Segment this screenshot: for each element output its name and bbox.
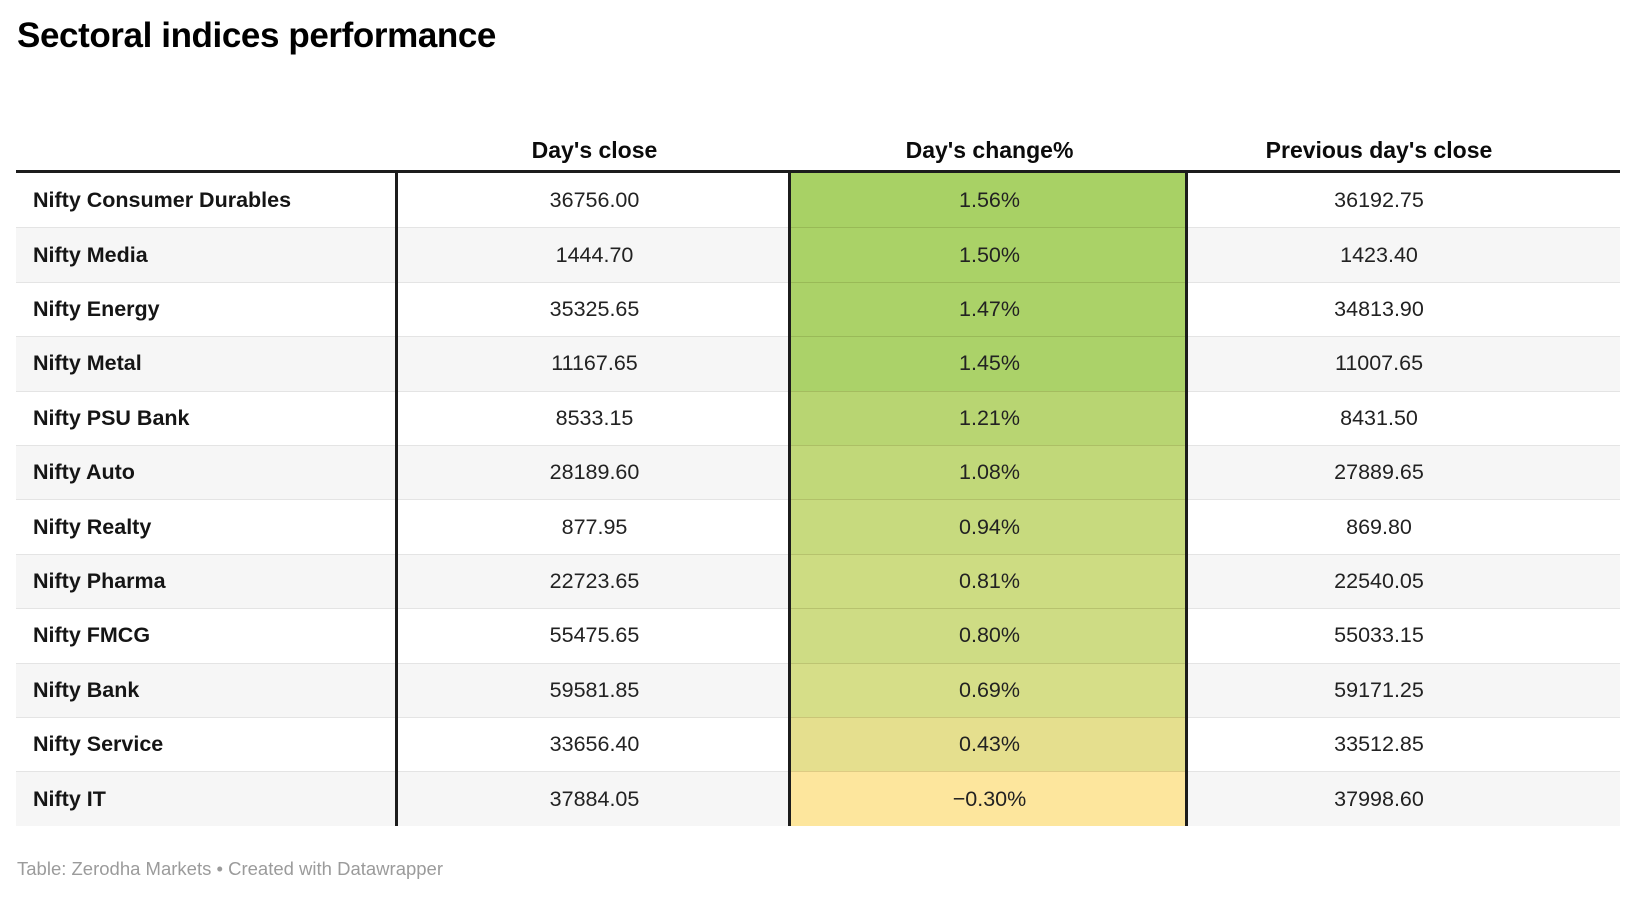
days-change-cell: 0.80% bbox=[791, 608, 1188, 663]
index-name-cell: Nifty FMCG bbox=[16, 608, 398, 662]
index-name-cell: Nifty Realty bbox=[16, 499, 398, 553]
days-close-cell: 55475.65 bbox=[398, 608, 791, 662]
days-close-cell: 877.95 bbox=[398, 499, 791, 553]
days-close-cell: 35325.65 bbox=[398, 281, 791, 336]
days-change-cell: 1.50% bbox=[791, 227, 1188, 282]
table-row: Nifty Metal 11167.65 1.45% 11007.65 bbox=[16, 336, 1620, 391]
table-row: Nifty Bank 59581.85 0.69% 59171.25 bbox=[16, 662, 1620, 718]
table-row: Nifty Service 33656.40 0.43% 33512.85 bbox=[16, 717, 1620, 772]
days-change-cell: 0.81% bbox=[791, 553, 1188, 609]
table-row: Nifty PSU Bank 8533.15 1.21% 8431.50 bbox=[16, 390, 1620, 446]
index-name-cell: Nifty Energy bbox=[16, 281, 398, 336]
index-name-cell: Nifty Service bbox=[16, 717, 398, 771]
index-name-cell: Nifty Consumer Durables bbox=[33, 187, 292, 212]
previous-days-close-cell: 55033.15 bbox=[1188, 608, 1620, 662]
column-divider-close-change bbox=[788, 170, 791, 826]
previous-days-close-cell: 8431.50 bbox=[1188, 390, 1620, 445]
previous-days-close-cell: 36192.75 bbox=[1334, 187, 1424, 212]
days-close-cell: 11167.65 bbox=[398, 336, 791, 391]
table-row: Nifty Energy 35325.65 1.47% 34813.90 bbox=[16, 281, 1620, 337]
column-divider-labels-close bbox=[395, 170, 398, 826]
days-change-cell: 1.56% bbox=[791, 173, 1188, 228]
table-row: Nifty IT 37884.05 −0.30% 37998.60 bbox=[16, 771, 1620, 826]
column-header-days-change: Day's change% bbox=[905, 137, 1074, 163]
table-row: Nifty Pharma 22723.65 0.81% 22540.05 bbox=[16, 553, 1620, 609]
index-name-cell: Nifty Metal bbox=[16, 336, 398, 391]
table-row: Nifty Media 1444.70 1.50% 1423.40 bbox=[16, 227, 1620, 282]
days-close-cell: 37884.05 bbox=[398, 771, 791, 826]
days-close-cell: 33656.40 bbox=[398, 717, 791, 771]
days-change-cell: 1.08% bbox=[791, 445, 1188, 500]
index-name-cell: Nifty Media bbox=[16, 227, 398, 282]
previous-days-close-cell: 869.80 bbox=[1188, 499, 1620, 553]
index-name-cell: Nifty IT bbox=[16, 771, 398, 826]
days-close-cell: 36756.00 bbox=[549, 187, 640, 212]
days-change-cell: 0.69% bbox=[791, 662, 1188, 718]
table-row: Nifty Auto 28189.60 1.08% 27889.65 bbox=[16, 445, 1620, 500]
days-close-cell: 28189.60 bbox=[398, 445, 791, 500]
page-title: Sectoral indices performance bbox=[17, 16, 496, 55]
days-change-cell: 1.45% bbox=[791, 336, 1188, 391]
attribution-text: Table: Zerodha Markets • Created with Da… bbox=[17, 858, 444, 879]
previous-days-close-cell: 33512.85 bbox=[1188, 717, 1620, 771]
previous-days-close-cell: 59171.25 bbox=[1188, 662, 1620, 718]
previous-days-close-cell: 37998.60 bbox=[1188, 771, 1620, 826]
table-row: Nifty FMCG 55475.65 0.80% 55033.15 bbox=[16, 608, 1620, 663]
previous-days-close-cell: 22540.05 bbox=[1188, 553, 1620, 609]
index-name-cell: Nifty PSU Bank bbox=[16, 390, 398, 445]
days-close-cell: 1444.70 bbox=[398, 227, 791, 282]
table-body: Nifty Consumer Durables 36756.00 1.56% 3… bbox=[16, 173, 1620, 826]
days-close-cell: 59581.85 bbox=[398, 662, 791, 718]
days-change-cell: 1.47% bbox=[791, 281, 1188, 337]
column-header-days-close: Day's close bbox=[531, 137, 658, 163]
table-row: Nifty Realty 877.95 0.94% 869.80 bbox=[16, 499, 1620, 554]
previous-days-close-cell: 1423.40 bbox=[1188, 227, 1620, 282]
index-name-cell: Nifty Bank bbox=[16, 662, 398, 718]
days-change-cell: −0.30% bbox=[791, 771, 1188, 826]
days-change-cell: 1.21% bbox=[791, 390, 1188, 446]
column-header-previous-days-close: Previous day's close bbox=[1265, 137, 1493, 163]
table-row: Nifty Consumer Durables 36756.00 1.56% 3… bbox=[16, 173, 1620, 228]
column-divider-change-prev bbox=[1185, 170, 1188, 826]
previous-days-close-cell: 11007.65 bbox=[1188, 336, 1620, 391]
days-close-cell: 22723.65 bbox=[398, 553, 791, 609]
days-change-cell: 0.94% bbox=[791, 499, 1188, 554]
previous-days-close-cell: 27889.65 bbox=[1188, 445, 1620, 500]
days-change-cell: 0.43% bbox=[791, 717, 1188, 772]
index-name-cell: Nifty Pharma bbox=[16, 553, 398, 609]
index-name-cell: Nifty Auto bbox=[16, 445, 398, 500]
previous-days-close-cell: 34813.90 bbox=[1188, 281, 1620, 336]
days-close-cell: 8533.15 bbox=[398, 390, 791, 445]
table-top-border bbox=[16, 170, 1620, 173]
